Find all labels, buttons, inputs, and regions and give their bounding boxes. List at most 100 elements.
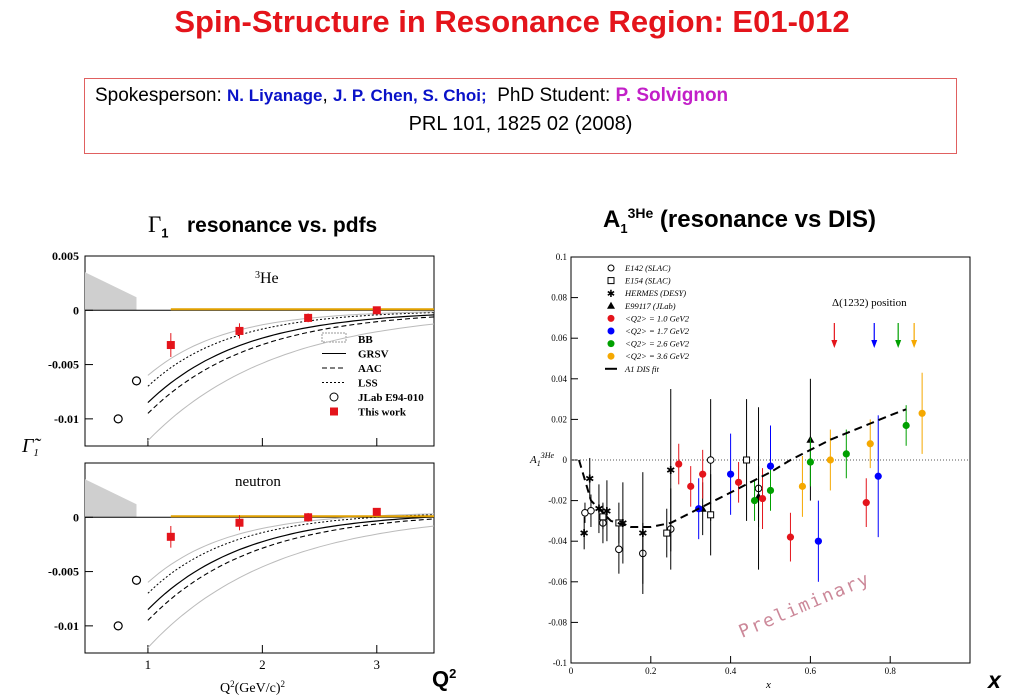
a1-ytick-label: 0.1 xyxy=(556,252,567,262)
a1-legend-label: E154 (SLAC) xyxy=(624,276,671,286)
legend-label: LSS xyxy=(358,378,378,390)
he3-panel-label: 3He xyxy=(255,270,279,288)
delta-arrow-head xyxy=(911,340,918,348)
legend-e99117-swatch xyxy=(607,301,615,309)
neutron-bb-band-lower xyxy=(147,525,435,648)
neutron-this-work-point xyxy=(372,507,381,516)
legend-label: JLab E94-010 xyxy=(358,392,424,404)
credits-line: Spokesperson: N. Liyanage, J. P. Chen, S… xyxy=(95,85,728,107)
legend-blue-swatch xyxy=(607,327,615,335)
a1-ytick-label: -0.1 xyxy=(553,658,567,668)
left-plot-layer: 0.005 0 -0.005 -0.01 0 -0.005 -0.01 1 2 3 xyxy=(48,249,435,672)
a1-e154-point xyxy=(663,529,671,537)
credits-box: Spokesperson: N. Liyanage, J. P. Chen, S… xyxy=(84,78,957,154)
legend-label: GRSV xyxy=(358,349,389,361)
a1-point-blue xyxy=(874,472,882,480)
neutron-panel-label: neutron xyxy=(235,474,281,490)
a1-legend-label: E99117 (JLab) xyxy=(624,301,676,311)
a1-point-blue xyxy=(814,537,822,545)
a1-legend-label: A1 DIS fit xyxy=(624,364,660,374)
neutron-this-work-point xyxy=(235,518,244,527)
a1-legend-label: <Q2> = 2.6 GeV2 xyxy=(625,339,690,349)
a1-e154-point xyxy=(599,513,607,521)
gamma1-symbol: Γ1 xyxy=(148,212,169,241)
q2-axis-label: Q2(GeV/c)2 xyxy=(220,679,285,696)
gamma1-ylabel: Γ̃1 xyxy=(21,435,41,459)
a1-point-red xyxy=(675,460,683,468)
pdf-legend: BB GRSV AAC LSS JLab E94-010 This work xyxy=(321,332,424,419)
a1-ytick-label: 0 xyxy=(563,455,568,465)
a1-point-red xyxy=(786,533,795,541)
a1-ytick-label: 0.06 xyxy=(551,333,567,343)
neutron-this-work-point xyxy=(166,532,175,541)
a1-hermes-point: ✱ xyxy=(666,465,675,477)
he3-ytick-label: -0.005 xyxy=(48,358,79,372)
neutron-ytick-label: 0 xyxy=(73,510,79,524)
delta-arrow-head xyxy=(831,340,838,348)
a1-ytick-label: -0.04 xyxy=(548,536,567,546)
he3-ytick-label: -0.01 xyxy=(54,412,79,426)
student-name: P. Solvignon xyxy=(615,85,729,106)
he3-this-work-point xyxy=(304,313,313,322)
legend-orange-swatch xyxy=(607,352,615,360)
legend-e154-swatch xyxy=(607,277,615,285)
a1-point-blue xyxy=(727,470,735,478)
a1-e142-point xyxy=(706,456,715,464)
he3-ytick-label: 0.005 xyxy=(52,249,79,263)
neutron-bb-band-upper xyxy=(147,513,435,583)
legend-hermes-swatch: ✱ xyxy=(607,289,615,300)
a1-hermes-point: ✱ xyxy=(602,506,611,518)
he3-bb-band-lower xyxy=(147,323,435,441)
a1-ytick-label: 0.08 xyxy=(551,293,567,303)
neutron-lss-curve xyxy=(147,514,435,594)
a1-plot-layer: -0.1 -0.08 -0.06 -0.04 -0.02 0 0.02 0.04 0.06 0.0… xyxy=(548,252,970,676)
a1-point-green xyxy=(806,458,815,466)
a1-legend-label: HERMES (DESY) xyxy=(624,288,686,298)
he3-e94010-point xyxy=(113,414,123,424)
a1-ytick-label: 0.02 xyxy=(551,414,567,424)
a1-point-green xyxy=(750,497,759,505)
q2-tick-label: 2 xyxy=(259,657,266,672)
a1-point-red xyxy=(734,478,743,486)
a1-ytick-label: -0.06 xyxy=(548,577,567,587)
slide-title: Spin-Structure in Resonance Region: E01-… xyxy=(174,4,850,39)
legend-label: BB xyxy=(358,334,373,346)
he3-this-work-point xyxy=(166,341,175,350)
a1-xtick-label: 0 xyxy=(569,666,574,676)
neutron-this-work-point xyxy=(304,513,313,522)
a1-ytick-label: 0.04 xyxy=(551,374,567,384)
neutron-panel-frame xyxy=(84,462,435,654)
a1-point-orange xyxy=(918,409,926,417)
a1-e142-point xyxy=(587,506,595,515)
a1-hermes-point: ✱ xyxy=(585,473,594,485)
q2-big-label: Q2 xyxy=(432,666,457,692)
a1-legend-label: <Q2> = 1.0 GeV2 xyxy=(625,313,690,323)
a1-legend-label: <Q2> = 3.6 GeV2 xyxy=(625,351,690,361)
right-heading: A13He (resonance vs DIS) xyxy=(603,205,877,236)
he3-ytick-label: 0 xyxy=(73,303,79,317)
he3-panel-frame xyxy=(84,255,435,447)
a1-point-green xyxy=(902,421,910,430)
a1-legend-label: E142 (SLAC) xyxy=(624,263,671,273)
spokesperson-name-2: J. P. Chen, S. Choi; xyxy=(333,86,487,105)
spokesperson-label: Spokesperson: xyxy=(95,85,222,106)
a1-xtick-label: 0.2 xyxy=(645,666,656,676)
neutron-ytick-label: -0.005 xyxy=(48,565,79,579)
a1-legend-label: <Q2> = 1.7 GeV2 xyxy=(625,326,690,336)
he3-e94010-point xyxy=(131,376,142,386)
legend-label: AAC xyxy=(358,363,382,375)
a1-hermes-point: ✱ xyxy=(580,528,589,540)
a1-point-orange xyxy=(826,456,834,464)
he3-this-work-point xyxy=(372,306,381,315)
a1-xtick-label: 0.6 xyxy=(805,666,817,676)
legend-green-swatch xyxy=(607,340,615,348)
a1-hermes-point: ✱ xyxy=(638,528,647,540)
neutron-ytick-label: -0.01 xyxy=(54,619,79,633)
a1-point-red xyxy=(862,499,870,507)
a1-ytick-label: -0.08 xyxy=(548,617,567,627)
neutron-e94010-point xyxy=(113,621,123,631)
legend-this-work-swatch xyxy=(330,407,338,416)
he3-grey-band xyxy=(85,272,137,311)
credits-comma: , xyxy=(322,85,328,106)
x-big-label: x xyxy=(988,667,1001,693)
